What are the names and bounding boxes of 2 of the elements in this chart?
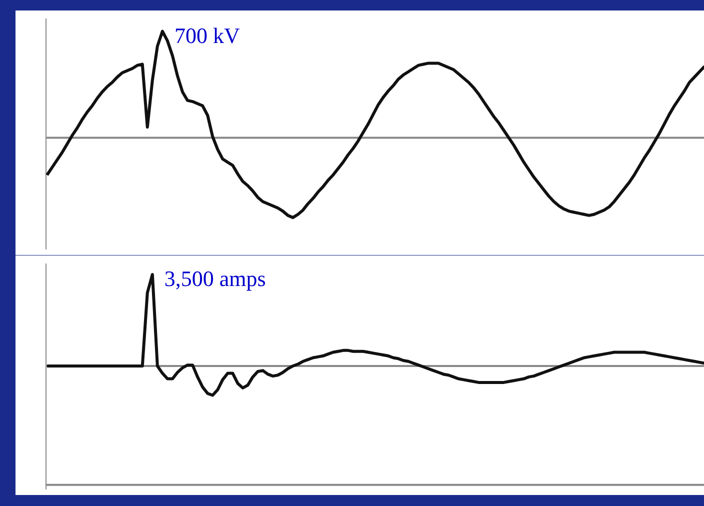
- annotation: 3,500 amps: [164, 266, 266, 291]
- annotation: 700 kV: [174, 22, 240, 48]
